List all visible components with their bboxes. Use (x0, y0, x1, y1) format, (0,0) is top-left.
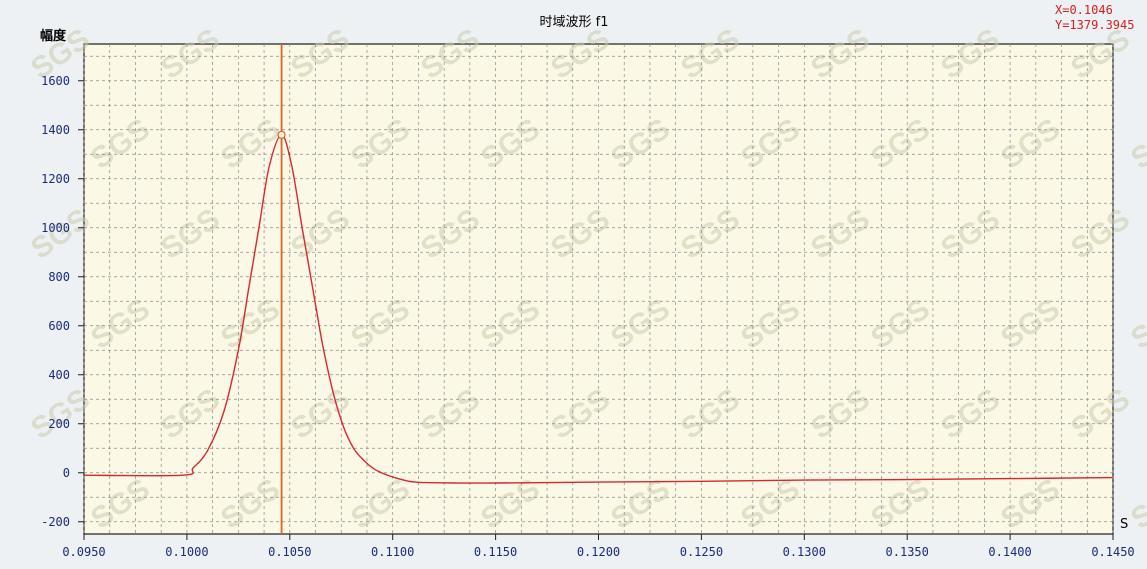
watermark-text: SGS (1125, 112, 1147, 175)
y-tick-label: 200 (48, 417, 70, 431)
cursor-point[interactable] (277, 130, 286, 139)
y-tick-label: 1600 (41, 74, 70, 88)
grid-lines (83, 44, 1114, 534)
y-tick-label: 1400 (41, 123, 70, 137)
y-tick-label: 0 (63, 466, 70, 480)
series-layer (83, 134, 1114, 484)
x-tick-label: 0.1250 (680, 545, 723, 559)
x-tick-label: 0.1200 (577, 545, 620, 559)
x-tick-labels: 0.0950 0.1000 0.1050 0.1100 0.1150 0.1200 0.12… (62, 534, 1135, 559)
x-tick-label: 0.1300 (783, 545, 826, 559)
chart-title: 时域波形 f1 (540, 15, 609, 30)
x-tick-label: 0.1050 (268, 545, 311, 559)
cursor-y-readout: Y=1379.3945 (1055, 18, 1134, 32)
watermark-text: SGS (1125, 472, 1147, 535)
y-tick-label: 800 (48, 270, 70, 284)
x-tick-label: 0.1000 (165, 545, 208, 559)
x-tick-label: 0.1150 (474, 545, 517, 559)
x-tick-label: 0.0950 (62, 545, 105, 559)
x-tick-label: 0.1350 (886, 545, 929, 559)
waveform-line (83, 134, 1114, 484)
y-tick-labels: 1600 1400 1200 1000 800 600 400 200 0 -200 (41, 74, 84, 529)
y-tick-label: 1200 (41, 172, 70, 186)
y-tick-label: 1000 (41, 221, 70, 235)
y-tick-label: 400 (48, 368, 70, 382)
x-tick-label: 0.1100 (371, 545, 414, 559)
y-tick-label: -200 (41, 515, 70, 529)
y-tick-label: 600 (48, 319, 70, 333)
x-tick-label: 0.1400 (988, 545, 1031, 559)
y-axis-label: 幅度 (40, 28, 67, 44)
cursor-marker[interactable] (277, 44, 286, 534)
cursor-x-readout: X=0.1046 (1055, 3, 1113, 17)
watermark-text: SGS (1125, 292, 1147, 355)
x-axis-label: S (1120, 517, 1128, 532)
x-tick-label: 0.1450 (1091, 545, 1134, 559)
